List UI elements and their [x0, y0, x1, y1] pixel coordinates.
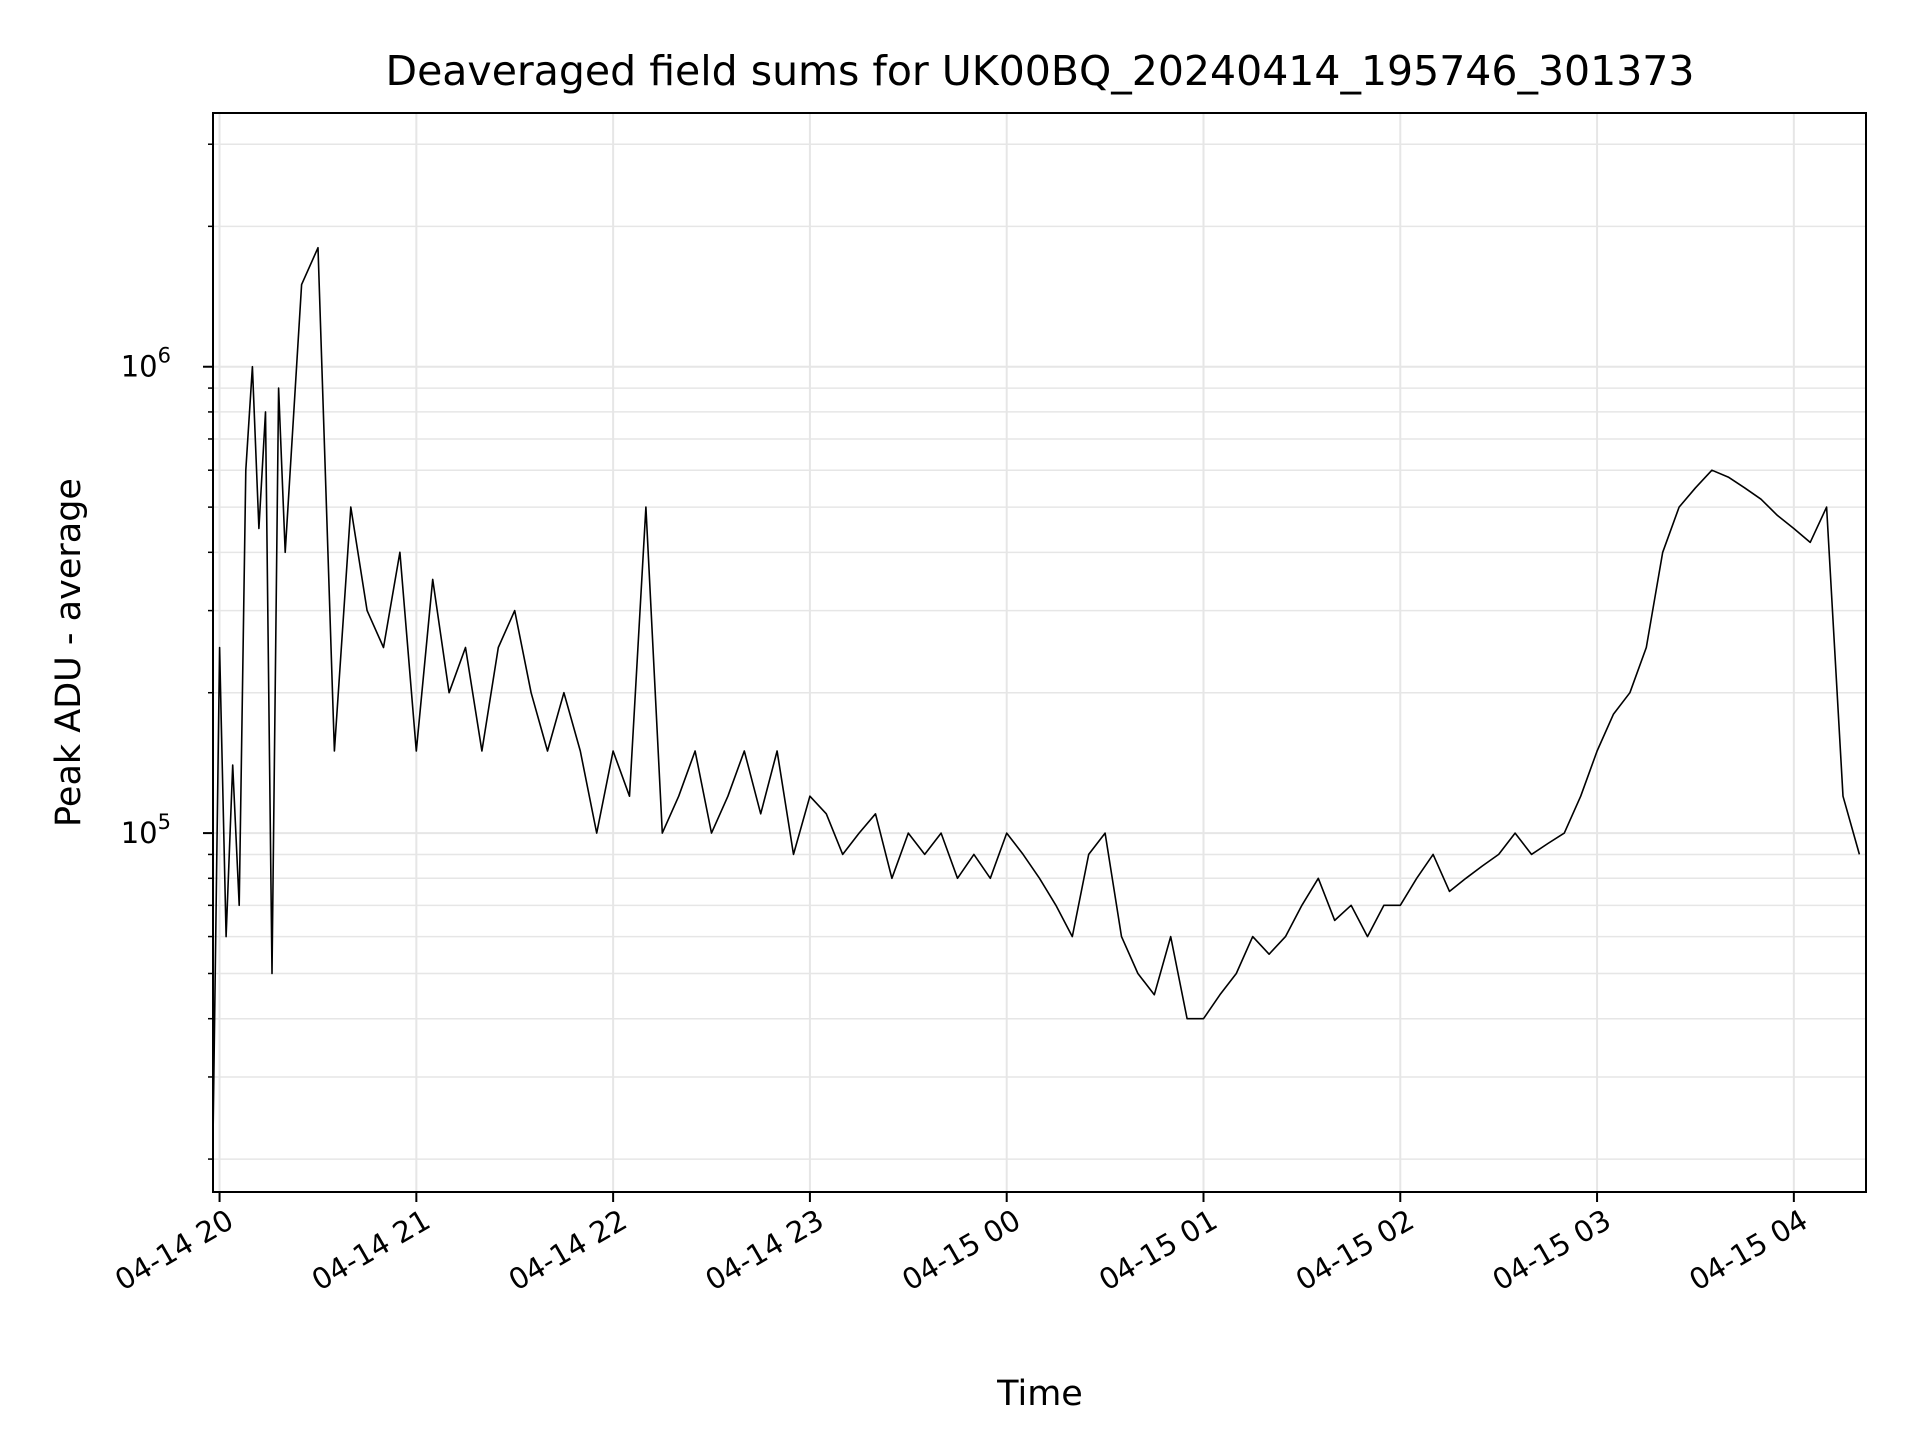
series-line	[212, 246, 1861, 1140]
y-axis-title: Peak ADU - average	[49, 478, 89, 827]
y-tick-label: 105	[121, 810, 171, 850]
plot-area	[212, 246, 1861, 1140]
chart-title: Deaveraged field sums for UK00BQ_2024041…	[386, 47, 1695, 95]
axes-frame	[212, 112, 1867, 1193]
x-axis-title: Time	[996, 1374, 1083, 1414]
y-tick-label: 106	[121, 344, 171, 384]
grid	[213, 113, 1866, 1192]
